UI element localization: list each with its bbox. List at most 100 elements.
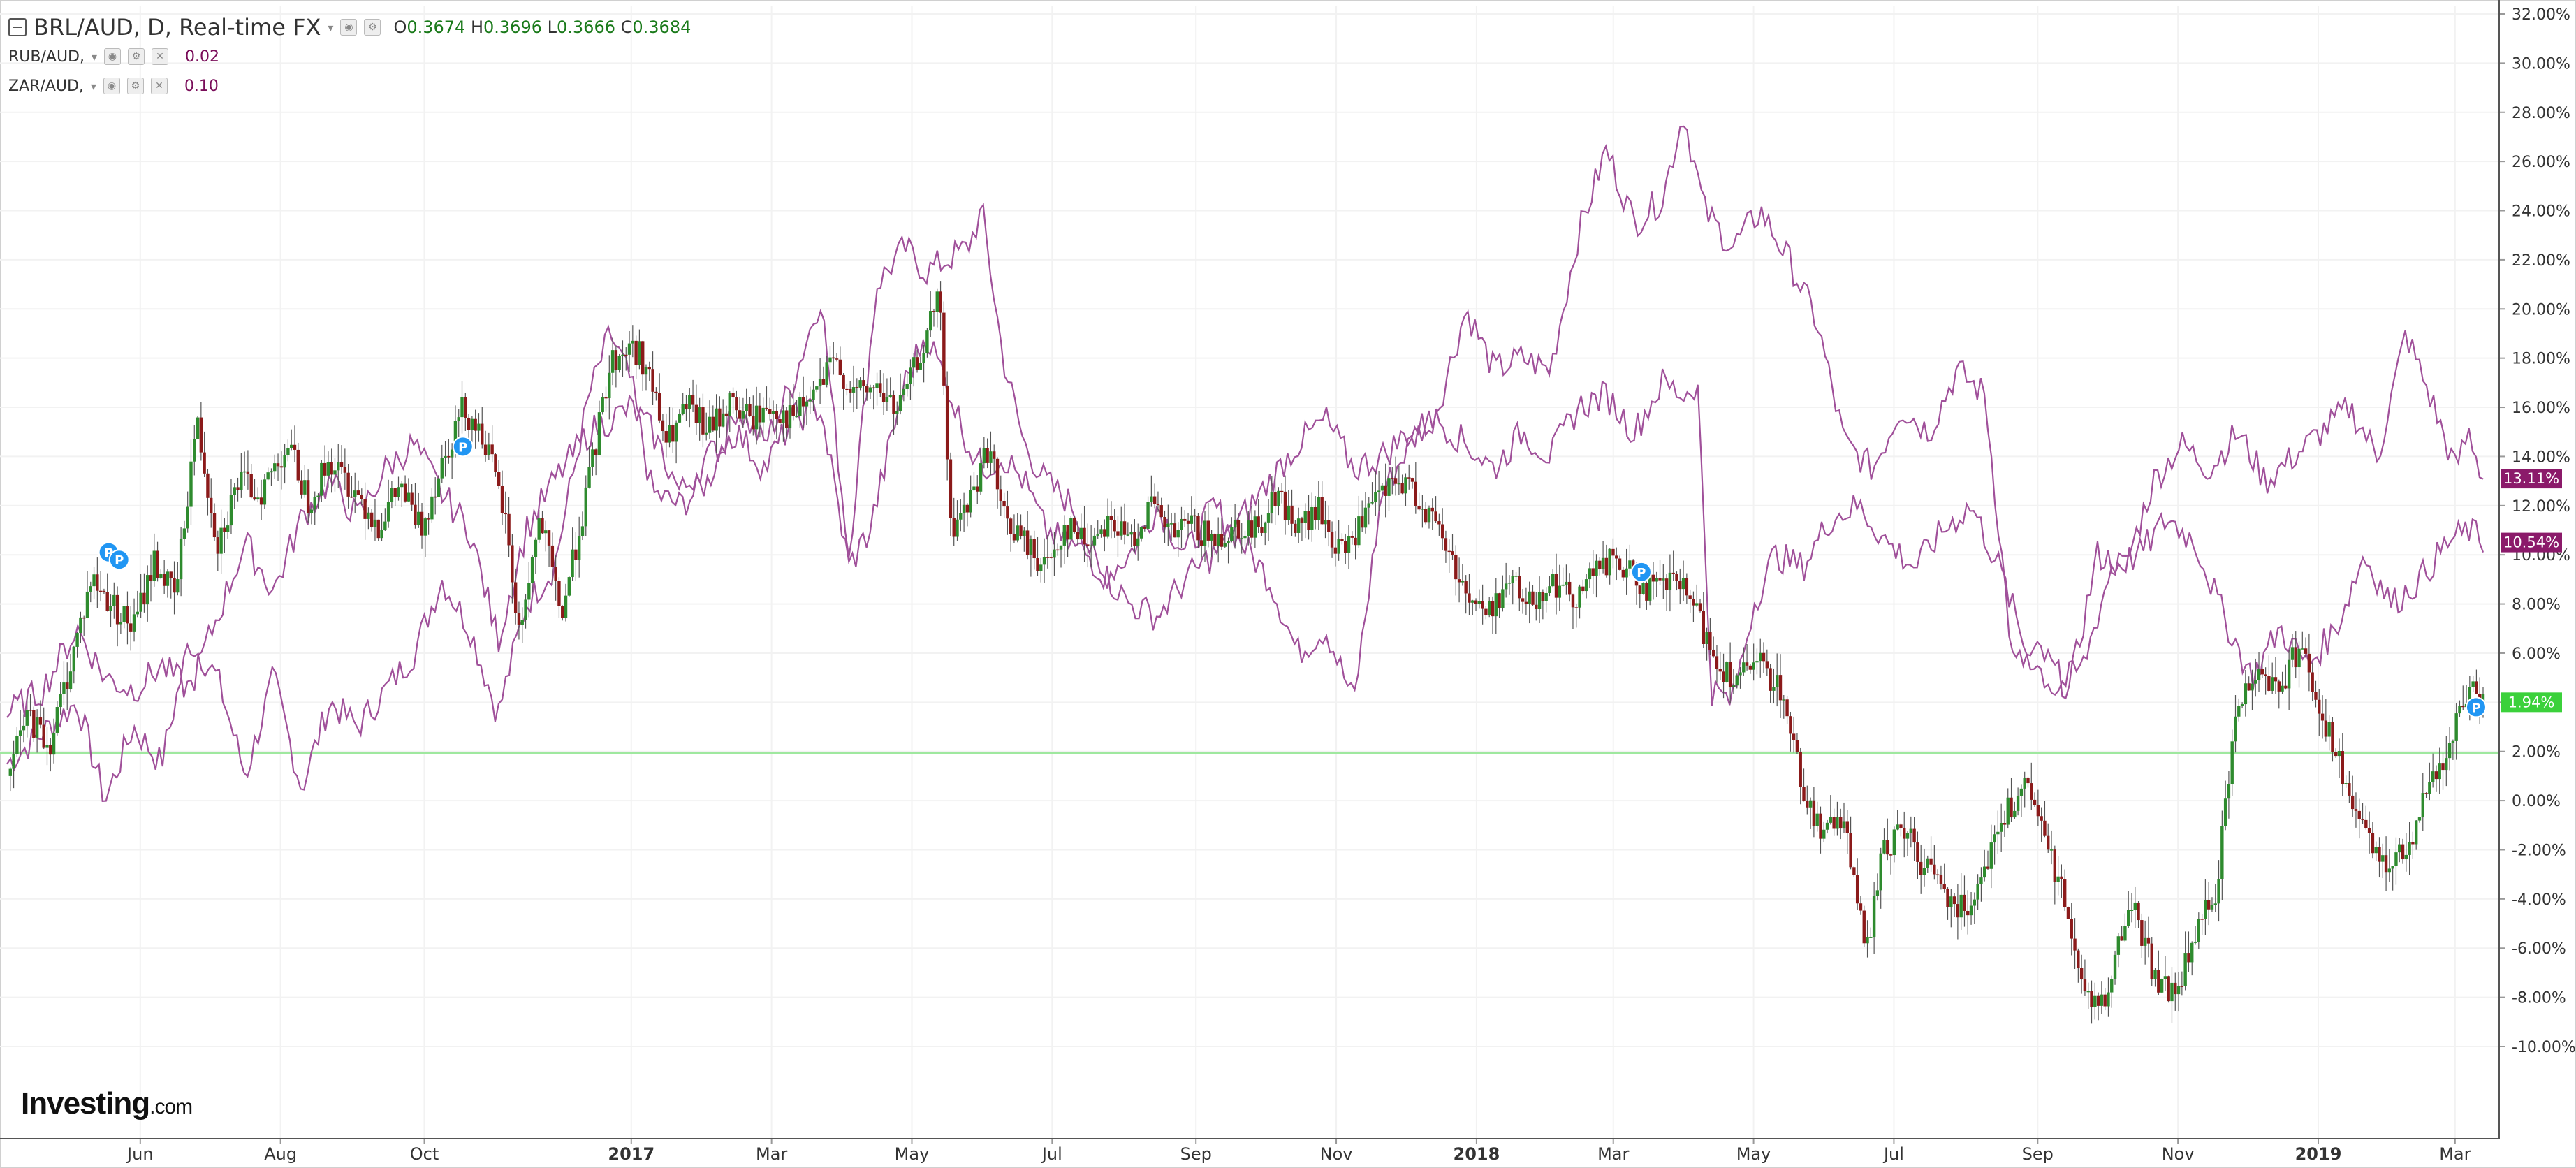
- candle-body: [2210, 905, 2214, 910]
- eye-icon[interactable]: ◉: [104, 48, 122, 65]
- candle-body: [2220, 826, 2224, 879]
- candle-body: [2070, 919, 2073, 939]
- candle-body: [554, 567, 557, 581]
- candle-body: [414, 504, 417, 525]
- candle-body: [1595, 560, 1598, 576]
- candle-body: [2431, 771, 2435, 782]
- eye-icon[interactable]: ◉: [340, 19, 358, 36]
- candle-body: [1120, 521, 1123, 536]
- candle-body: [2093, 995, 2097, 1007]
- overlay2-value: 0.10: [184, 77, 219, 95]
- candle-body: [1759, 652, 1762, 662]
- candle-body: [1681, 578, 1685, 590]
- overlay1-symbol[interactable]: RUB/AUD,: [8, 48, 85, 66]
- candle-body: [2274, 677, 2278, 682]
- candle-body: [912, 357, 916, 368]
- chevron-down-icon[interactable]: ▾: [91, 50, 98, 64]
- candle-body: [644, 366, 648, 375]
- candle-body: [1778, 675, 1783, 701]
- candle-body: [440, 458, 444, 479]
- candle-body: [597, 412, 601, 455]
- investing-logo: Investing.com: [21, 1086, 193, 1121]
- candle-body: [2143, 937, 2147, 946]
- candle-body: [1983, 866, 1986, 878]
- close-icon[interactable]: ✕: [152, 48, 169, 65]
- candle-body: [1708, 632, 1712, 650]
- candle-body: [513, 582, 518, 613]
- candle-body: [1266, 513, 1271, 523]
- candle-body: [55, 707, 59, 733]
- candle-body: [1106, 516, 1110, 537]
- candle-body: [735, 397, 738, 411]
- candle-body: [765, 407, 768, 409]
- candle-body: [1327, 520, 1331, 532]
- y-tick-label: -2.00%: [2512, 842, 2566, 859]
- candle-body: [1578, 586, 1581, 608]
- candle-body: [1377, 490, 1381, 492]
- eye-icon[interactable]: ◉: [103, 78, 120, 94]
- candle-body: [2324, 720, 2328, 737]
- candle-body: [1685, 578, 1689, 596]
- candle-body: [1230, 527, 1234, 541]
- candle-body: [801, 397, 805, 407]
- candle-body: [584, 487, 587, 527]
- candle-body: [1139, 527, 1143, 539]
- candle-body: [2187, 953, 2190, 963]
- candle-body: [1294, 523, 1297, 533]
- candle-body: [654, 391, 658, 394]
- candle-body: [1762, 652, 1766, 662]
- candle-body: [1711, 649, 1715, 657]
- candle-body: [1875, 890, 1880, 896]
- candle-body: [337, 462, 340, 471]
- candle-body: [898, 395, 902, 411]
- candle-body: [1959, 894, 1963, 918]
- candle-body: [610, 350, 615, 373]
- candle-body: [2337, 751, 2341, 757]
- candle-body: [450, 449, 454, 458]
- candle-body: [1264, 522, 1267, 533]
- candle-body: [681, 404, 685, 414]
- candle-body: [2260, 669, 2264, 675]
- candle-body: [333, 470, 337, 475]
- candle-body: [420, 511, 424, 536]
- candle-body: [1986, 866, 1990, 869]
- candle-body: [949, 459, 953, 518]
- candle-body: [59, 694, 62, 708]
- candle-body: [993, 451, 996, 459]
- settings-icon[interactable]: ⚙: [364, 19, 381, 36]
- candle-body: [1537, 592, 1542, 609]
- candle-body: [845, 388, 849, 390]
- collapse-icon[interactable]: [8, 18, 27, 36]
- candle-body: [1567, 581, 1572, 595]
- candle-body: [1036, 558, 1039, 571]
- candle-body: [2033, 799, 2037, 805]
- candle-body: [229, 495, 233, 526]
- chevron-down-icon[interactable]: ▾: [328, 20, 334, 34]
- settings-icon[interactable]: ⚙: [126, 78, 144, 94]
- candle-body: [752, 416, 755, 430]
- candle-body: [2100, 994, 2104, 1006]
- settings-icon[interactable]: ⚙: [128, 48, 145, 65]
- close-icon[interactable]: ✕: [150, 78, 168, 94]
- main-symbol-label[interactable]: BRL/AUD, D, Real-time FX: [34, 14, 321, 41]
- candle-body: [246, 471, 250, 474]
- candle-body: [2341, 751, 2344, 784]
- candle-body: [1604, 557, 1609, 576]
- candle-body: [2167, 976, 2170, 1002]
- candle-body: [1702, 611, 1706, 644]
- candle-body: [775, 411, 779, 420]
- candle-body: [1658, 578, 1662, 581]
- candle-body: [2110, 979, 2114, 993]
- candle-body: [2378, 847, 2381, 862]
- candle-body: [139, 592, 142, 612]
- candle-body: [1782, 699, 1785, 701]
- series-line-zar-aud: [6, 337, 2484, 718]
- overlay2-symbol[interactable]: ZAR/AUD,: [8, 77, 84, 95]
- candle-body: [427, 518, 430, 520]
- legend-row-main: BRL/AUD, D, Real-time FX ▾ ◉ ⚙ O0.3674 H…: [8, 13, 691, 42]
- candle-body: [1062, 525, 1067, 546]
- candle-body: [2428, 782, 2431, 794]
- candle-body: [79, 617, 82, 634]
- chevron-down-icon[interactable]: ▾: [90, 79, 96, 93]
- candle-body: [1601, 557, 1605, 569]
